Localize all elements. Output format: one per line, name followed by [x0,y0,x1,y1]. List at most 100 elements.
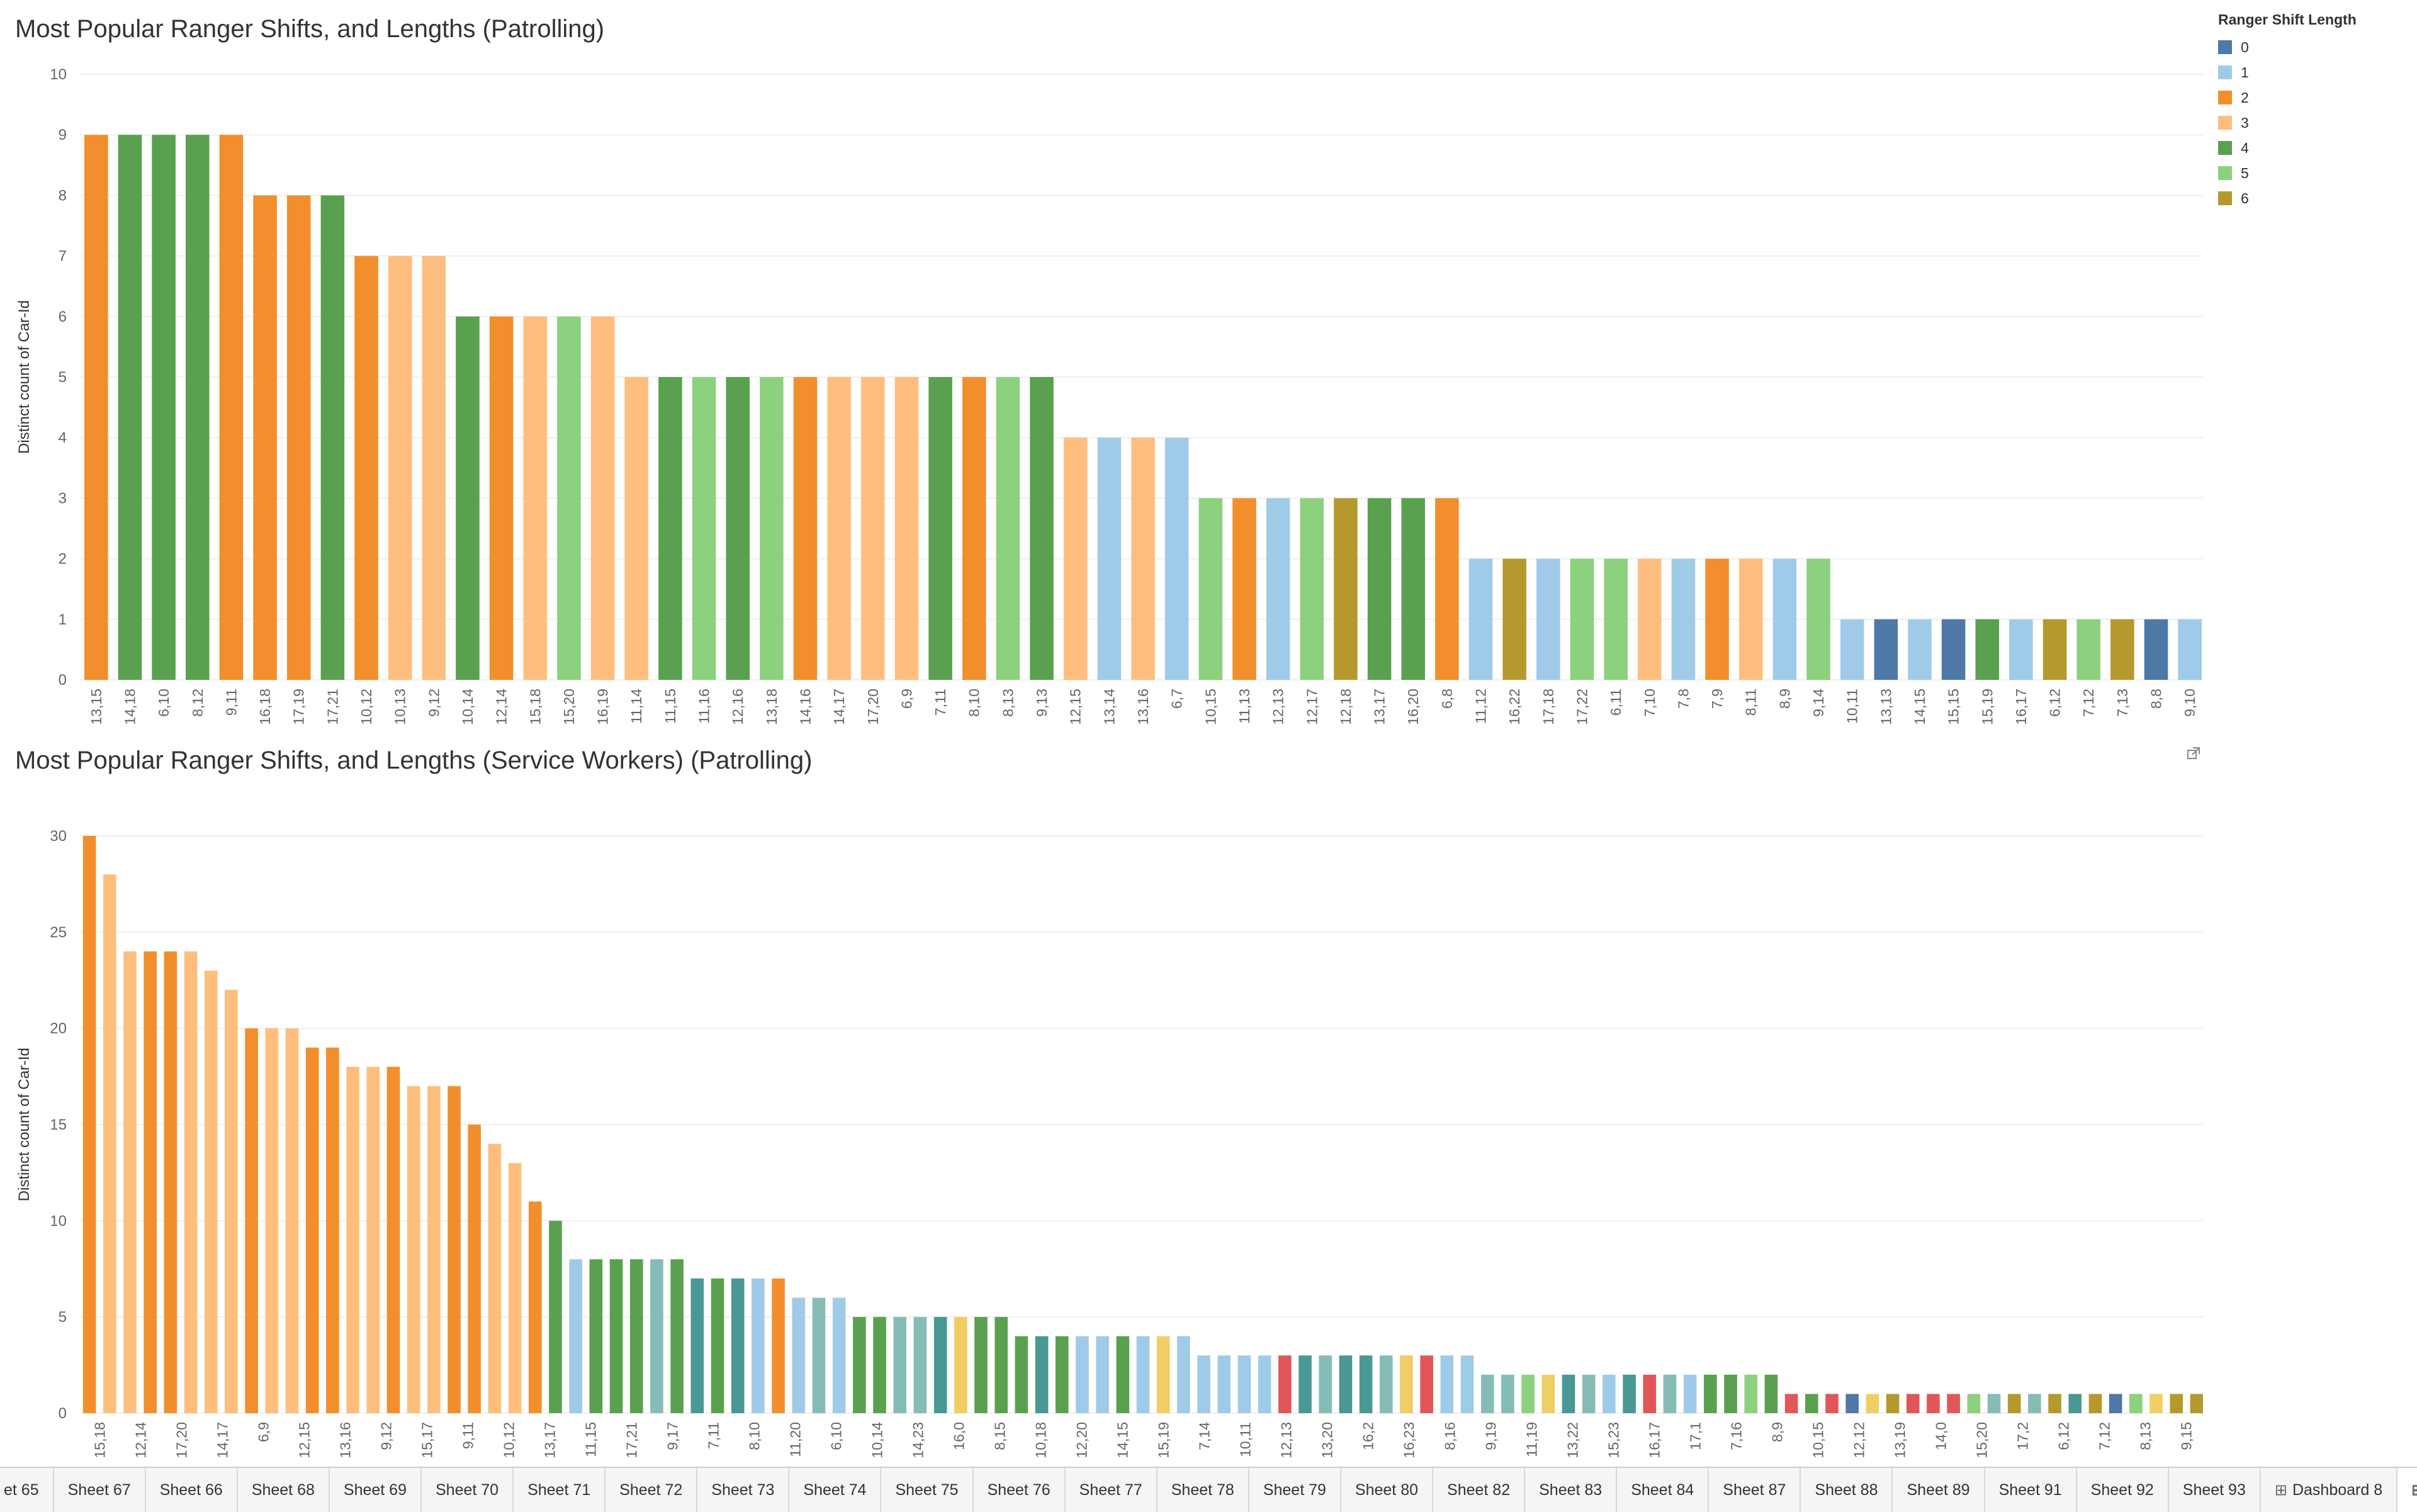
bar[interactable] [861,377,885,680]
bar[interactable] [832,1297,846,1413]
bar[interactable] [1460,1355,1474,1413]
sheet-tab[interactable]: Sheet 71 [514,1468,606,1512]
bar[interactable] [152,135,176,680]
bar[interactable] [1501,1374,1514,1413]
bar[interactable] [1570,558,1594,680]
bar[interactable] [1772,558,1797,680]
bar[interactable] [1947,1394,1960,1413]
bar[interactable] [650,1259,663,1413]
bar[interactable] [994,1317,1008,1413]
bar[interactable] [1359,1355,1373,1413]
bar[interactable] [1258,1355,1271,1413]
bar[interactable] [2042,619,2067,680]
bar[interactable] [2144,619,2168,680]
sheet-tab[interactable]: Sheet 70 [422,1468,514,1512]
bar[interactable] [1198,498,1223,680]
bar[interactable] [624,377,649,680]
bar[interactable] [354,256,378,680]
bar[interactable] [1683,1374,1697,1413]
bar[interactable] [1030,377,1054,680]
bar[interactable] [386,1066,400,1413]
bar[interactable] [692,377,716,680]
bar[interactable] [1096,1336,1109,1413]
bar[interactable] [590,316,615,680]
sheet-tab[interactable]: Sheet 66 [146,1468,238,1512]
sheet-tab[interactable]: Sheet 74 [789,1468,882,1512]
legend-item[interactable]: 0 [2218,35,2407,60]
bar[interactable] [1300,498,1324,680]
bar[interactable] [1232,498,1256,680]
bar[interactable] [118,135,142,680]
bar[interactable] [2178,619,2202,680]
bar[interactable] [760,377,784,680]
bar[interactable] [103,874,116,1413]
sheet-tab[interactable]: Sheet 87 [1709,1468,1801,1512]
bar[interactable] [427,1086,441,1413]
bar[interactable] [873,1317,886,1413]
legend-item[interactable]: 1 [2218,60,2407,85]
bar[interactable] [2068,1394,2082,1413]
bar[interactable] [422,256,446,680]
bar[interactable] [1131,437,1155,680]
bar[interactable] [2170,1394,2183,1413]
bar[interactable] [996,377,1020,680]
bar[interactable] [245,1028,258,1413]
bar[interactable] [1502,558,1526,680]
sheet-tab[interactable]: Sheet 68 [238,1468,330,1512]
bar[interactable] [1435,498,1459,680]
bar[interactable] [219,135,244,680]
bar[interactable] [489,316,514,680]
bar[interactable] [1805,1394,1818,1413]
sheet-tab[interactable]: Sheet 79 [1249,1468,1341,1512]
bar[interactable] [2048,1394,2061,1413]
bar[interactable] [731,1278,745,1413]
bar[interactable] [2149,1394,2163,1413]
bar[interactable] [1177,1336,1190,1413]
bar[interactable] [2007,1394,2021,1413]
bar[interactable] [346,1066,359,1413]
bar[interactable] [1705,558,1729,680]
bar[interactable] [670,1259,684,1413]
bar[interactable] [1401,498,1425,680]
bar[interactable] [407,1086,420,1413]
bar[interactable] [1967,1394,1981,1413]
bar[interactable] [1367,498,1392,680]
sheet-tab[interactable]: Sheet 82 [1433,1468,1526,1512]
bar[interactable] [1784,1394,1798,1413]
bar[interactable] [1704,1374,1717,1413]
bar[interactable] [320,195,345,680]
bar[interactable] [1724,1374,1737,1413]
bar[interactable] [1764,1374,1778,1413]
bar[interactable] [388,256,412,680]
bar[interactable] [752,1278,765,1413]
bar[interactable] [1015,1336,1028,1413]
bar[interactable] [690,1278,704,1413]
bar[interactable] [1908,619,1932,680]
bar[interactable] [184,951,198,1413]
bar[interactable] [2088,1394,2102,1413]
bar[interactable] [1055,1336,1069,1413]
bar[interactable] [812,1297,826,1413]
bar[interactable] [186,135,210,680]
bar[interactable] [84,135,108,680]
sheet-tab[interactable]: Sheet 75 [881,1468,974,1512]
bar[interactable] [1097,437,1122,680]
bar[interactable] [1562,1374,1575,1413]
bar[interactable] [893,1317,907,1413]
sheet-tab[interactable]: Sheet 93 [2169,1468,2261,1512]
bar[interactable] [1941,619,1966,680]
sheet-tab[interactable]: Sheet 72 [606,1468,698,1512]
bar[interactable] [1197,1355,1210,1413]
bar[interactable] [1164,437,1189,680]
bar[interactable] [954,1317,967,1413]
bar[interactable] [1866,1394,1879,1413]
bar[interactable] [1420,1355,1433,1413]
sheet-tab[interactable]: Sheet 78 [1158,1468,1249,1512]
bar[interactable] [326,1047,339,1413]
bar[interactable] [1623,1374,1636,1413]
bar[interactable] [711,1278,724,1413]
bar[interactable] [285,1028,299,1413]
bar[interactable] [265,1028,279,1413]
bar[interactable] [2190,1394,2203,1413]
bar[interactable] [1339,1355,1353,1413]
